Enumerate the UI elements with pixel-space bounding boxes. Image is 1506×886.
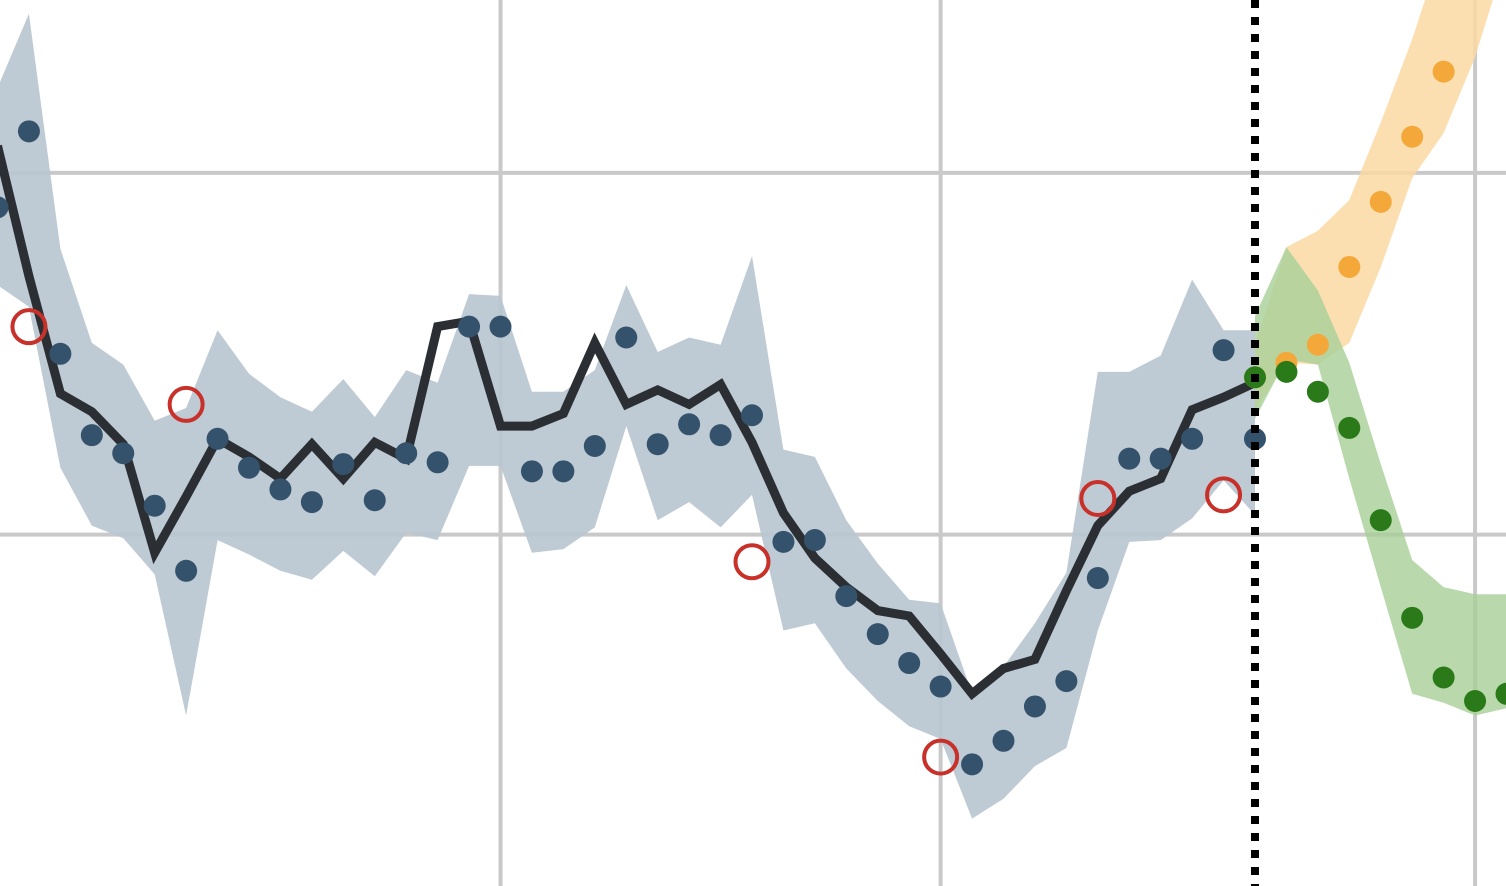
observed-point (1086, 567, 1109, 590)
lower-scenario-point (1401, 606, 1424, 629)
lower-scenario-point (1432, 666, 1455, 689)
observed-point (741, 404, 763, 427)
observed-point (1212, 339, 1235, 362)
lower-scenario-point (1495, 682, 1506, 705)
observed-point (395, 442, 418, 465)
observed-point (615, 326, 638, 349)
observed-point (1055, 670, 1078, 693)
lower-scenario-point (1275, 360, 1298, 383)
flagged-point-ring (1205, 476, 1243, 514)
observed-point (552, 460, 575, 483)
observed-point (143, 494, 166, 517)
observed-point (803, 529, 826, 552)
upper-scenario-point (1432, 60, 1455, 83)
observed-point (961, 753, 984, 776)
upper-scenario-point (1306, 333, 1329, 356)
observed-point (835, 585, 858, 608)
observed-point (709, 424, 732, 447)
fit-line-layer (0, 144, 1257, 701)
lower-scenario-point (1338, 416, 1361, 439)
observed-point (1244, 427, 1266, 450)
observed-point (458, 315, 481, 338)
observed-point (49, 342, 72, 365)
observed-point (300, 491, 323, 514)
observed-point (678, 413, 701, 436)
lower-scenario-point (1306, 380, 1329, 403)
lower-scenario-point (1369, 509, 1392, 532)
fit-line (0, 144, 1257, 701)
observed-point (646, 433, 669, 456)
observed-point (489, 315, 512, 338)
observed-point (175, 559, 198, 582)
observed-point (0, 196, 9, 218)
observed-point (898, 652, 921, 675)
flagged-point-ring (1079, 479, 1117, 517)
data-points (0, 60, 1506, 776)
observed-point (17, 120, 40, 143)
observed-point (520, 460, 543, 483)
observed-point (363, 489, 386, 512)
observed-point (1149, 447, 1172, 470)
lower-scenario-point (1464, 690, 1487, 713)
lower-scenario-band (1255, 247, 1506, 716)
flagged-point-ring (10, 308, 48, 346)
observed-point (1023, 695, 1046, 718)
observed-point (992, 729, 1015, 752)
observed-point (80, 424, 103, 447)
observed-uncertainty-band (0, 13, 1255, 819)
upper-scenario-point (1401, 125, 1424, 148)
flagged-point-ring (167, 385, 205, 423)
observed-point (866, 623, 889, 646)
observed-point (332, 453, 355, 476)
observed-point (929, 675, 952, 698)
observed-point (112, 442, 135, 465)
observed-point (1181, 427, 1204, 450)
observed-point (238, 456, 260, 479)
upper-scenario-point (1369, 190, 1392, 213)
observed-point (269, 478, 292, 501)
upper-scenario-point (1338, 255, 1361, 278)
flagged-point-ring (733, 543, 771, 581)
observed-point (583, 435, 606, 458)
observed-point (1118, 447, 1141, 470)
observed-point (426, 451, 449, 474)
observed-point (206, 427, 229, 450)
flagged-point-ring (922, 738, 960, 776)
observed-point (772, 530, 795, 553)
